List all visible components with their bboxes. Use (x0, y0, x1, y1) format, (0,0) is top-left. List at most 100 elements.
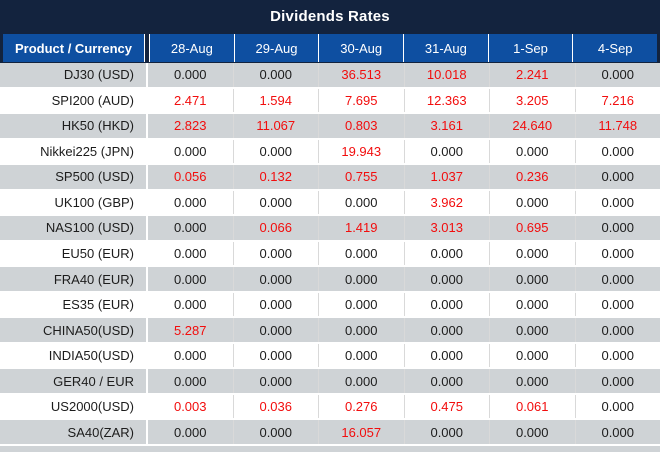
dividend-value-cell: 0.000 (574, 394, 660, 419)
dividend-value-cell: 0.000 (318, 318, 404, 342)
dividend-value-cell: 0.003 (173, 399, 207, 415)
dividend-value-cell: 0.000 (173, 194, 207, 210)
dividend-value-cell: 5.287 (173, 322, 207, 338)
header-date-31-aug: 31-Aug (403, 34, 488, 62)
dividend-value-cell: 1.419 (318, 216, 404, 240)
dividend-value-cell: 16.057 (318, 420, 404, 444)
dividend-value-cell: 0.000 (173, 220, 207, 236)
dividend-value-cell: 0.000 (232, 420, 319, 444)
product-cell: Nikkei225 (JPN) (0, 139, 148, 164)
dividend-value-cell: 0.000 (574, 190, 660, 215)
header-date-29-aug: 29-Aug (233, 34, 319, 62)
dividend-value-cell: 3.013 (403, 216, 490, 240)
dividend-value-cell: 36.513 (318, 63, 404, 87)
dividend-value-cell: 1.037 (403, 165, 490, 189)
product-cell: ES35 (EUR) (0, 292, 148, 317)
product-cell: HK50 (HKD) (0, 114, 148, 138)
dividend-value-cell: 0.000 (403, 343, 490, 368)
header-product-currency: Product / Currency (3, 34, 145, 62)
dividend-value-cell: 0.000 (574, 63, 660, 87)
table-body: DJ30 (USD) 0.000 0.000 36.513 10.018 2.241 0.0… (0, 63, 660, 446)
product-cell: UK100 (GBP) (0, 190, 148, 215)
dividend-value-cell: 0.000 (232, 292, 319, 317)
dividend-value-cell: 0.000 (173, 271, 207, 287)
dividend-value-cell: 0.000 (173, 245, 207, 261)
dividend-value-cell: 0.000 (403, 420, 490, 444)
dividend-value-cell: 0.066 (232, 216, 319, 240)
dividend-value-cell: 0.000 (574, 292, 660, 317)
dividend-value-cell: 0.000 (489, 292, 575, 317)
dividend-value-cell: 0.000 (574, 267, 660, 291)
dividend-value-cell: 0.000 (489, 369, 575, 393)
dividend-value-cell: 12.363 (403, 88, 490, 113)
dividend-value-cell: 0.803 (318, 114, 404, 138)
dividend-value-cell: 24.640 (489, 114, 575, 138)
header-date-1-sep: 1-Sep (487, 34, 573, 62)
dividend-value-cell: 0.000 (318, 267, 404, 291)
dividend-value-cell: 0.000 (574, 139, 660, 164)
dividend-value-cell: 2.823 (173, 118, 207, 134)
dividend-value-cell: 0.000 (173, 424, 207, 440)
product-cell: GER40 / EUR (0, 369, 148, 393)
table-row: Nikkei225 (JPN) 0.000 0.000 19.943 0.000 0.00… (0, 139, 660, 166)
table-row: SPI200 (AUD) 2.471 1.594 7.695 12.363 3.205 7.… (0, 88, 660, 115)
table-row: ES35 (EUR) 0.000 0.000 0.000 0.000 0.000 0.000 (0, 292, 660, 319)
product-cell: SA40(ZAR) (0, 420, 148, 444)
dividend-value-cell: 0.000 (489, 420, 575, 444)
dividend-value-cell: 0.695 (489, 216, 575, 240)
dividend-value-cell: 10.018 (403, 63, 490, 87)
dividend-value-cell: 0.236 (489, 165, 575, 189)
dividend-value-cell: 0.000 (318, 369, 404, 393)
dividend-value-cell: 0.000 (403, 369, 490, 393)
dividend-value-cell: 0.000 (574, 420, 660, 444)
dividend-value-cell: 0.000 (403, 241, 490, 266)
table-row: SA40(ZAR) 0.000 0.000 16.057 0.000 0.000 0.000 (0, 420, 660, 446)
dividend-value-cell: 0.000 (574, 165, 660, 189)
dividend-value-cell: 3.161 (403, 114, 490, 138)
dividend-value-cell: 0.000 (489, 267, 575, 291)
product-cell: CHINA50(USD) (0, 318, 148, 342)
dividend-value-cell: 11.067 (232, 114, 319, 138)
dividend-value-cell: 0.000 (403, 292, 490, 317)
dividend-value-cell: 2.241 (489, 63, 575, 87)
table-row: FRA40 (EUR) 0.000 0.000 0.000 0.000 0.000 0.00… (0, 267, 660, 293)
dividend-value-cell: 0.000 (232, 343, 319, 368)
table-row: GER40 / EUR 0.000 0.000 0.000 0.000 0.000 0.00… (0, 369, 660, 395)
dividend-value-cell: 0.000 (403, 139, 490, 164)
dividend-value-cell: 0.000 (574, 241, 660, 266)
table-row: EU50 (EUR) 0.000 0.000 0.000 0.000 0.000 0.000 (0, 241, 660, 268)
product-cell: DJ30 (USD) (0, 63, 148, 87)
dividend-value-cell: 0.056 (173, 169, 207, 185)
dividend-value-cell: 0.000 (489, 190, 575, 215)
table-row: US2000(USD) 0.003 0.036 0.276 0.475 0.061 0.00… (0, 394, 660, 421)
bottom-strip (0, 446, 660, 452)
table-row: DJ30 (USD) 0.000 0.000 36.513 10.018 2.241 0.0… (0, 63, 660, 89)
dividend-value-cell: 0.000 (318, 343, 404, 368)
table-row: UK100 (GBP) 0.000 0.000 0.000 3.962 0.000 0.00… (0, 190, 660, 217)
dividend-value-cell: 2.471 (173, 92, 207, 108)
dividend-value-cell: 0.755 (318, 165, 404, 189)
dividend-value-cell: 3.962 (403, 190, 490, 215)
product-cell: EU50 (EUR) (0, 241, 148, 266)
table-row: NAS100 (USD) 0.000 0.066 1.419 3.013 0.695 0.0… (0, 216, 660, 242)
product-cell: NAS100 (USD) (0, 216, 148, 240)
dividend-value-cell: 7.216 (574, 88, 660, 113)
dividend-value-cell: 19.943 (318, 139, 404, 164)
dividend-value-cell: 0.000 (489, 343, 575, 368)
dividend-value-cell: 0.000 (232, 139, 319, 164)
dividend-value-cell: 0.000 (232, 318, 319, 342)
dividend-value-cell: 0.061 (489, 394, 575, 419)
dividend-value-cell: 0.276 (318, 394, 404, 419)
dividend-value-cell: 7.695 (318, 88, 404, 113)
product-cell: SP500 (USD) (0, 165, 148, 189)
dividend-value-cell: 0.000 (403, 318, 490, 342)
dividend-value-cell: 0.000 (173, 348, 207, 364)
table-row: SP500 (USD) 0.056 0.132 0.755 1.037 0.236 0.00… (0, 165, 660, 191)
dividend-value-cell: 0.000 (232, 190, 319, 215)
product-cell: US2000(USD) (0, 394, 148, 419)
table-row: INDIA50(USD) 0.000 0.000 0.000 0.000 0.000 0.0… (0, 343, 660, 370)
table-header-row: Product / Currency 28-Aug 29-Aug 30-Aug … (0, 32, 660, 63)
table-row: HK50 (HKD) 2.823 11.067 0.803 3.161 24.640 11.… (0, 114, 660, 140)
dividend-value-cell: 0.000 (574, 216, 660, 240)
dividend-value-cell: 1.594 (232, 88, 319, 113)
